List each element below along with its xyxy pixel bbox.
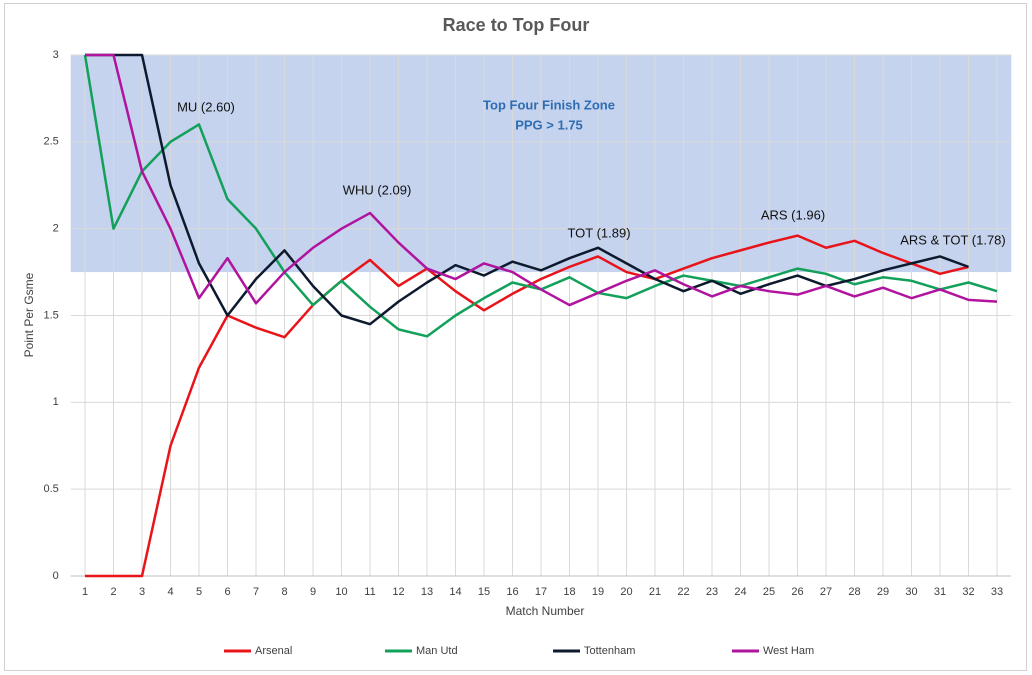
zone-label: PPG > 1.75 (515, 117, 583, 132)
x-tick-label: 31 (934, 586, 946, 598)
x-tick-label: 20 (620, 586, 632, 598)
x-tick-label: 13 (421, 586, 433, 598)
y-tick-label: 1.5 (43, 309, 58, 321)
legend-label: West Ham (763, 645, 814, 657)
x-tick-label: 29 (877, 586, 889, 598)
series-line (85, 53, 969, 326)
x-tick-label: 33 (991, 586, 1003, 598)
x-tick-label: 2 (110, 586, 116, 598)
legend-label: Man Utd (416, 645, 458, 657)
legend-label: Tottenham (584, 645, 635, 657)
x-tick-label: 11 (364, 586, 375, 598)
y-tick-label: 0.5 (43, 483, 58, 495)
x-axis-label: Match Number (506, 604, 585, 618)
x-tick-label: 9 (310, 586, 316, 598)
annotation: WHU (2.09) (343, 182, 412, 197)
x-tick-label: 23 (706, 586, 718, 598)
x-tick-label: 24 (734, 586, 746, 598)
y-tick-label: 2 (53, 223, 59, 235)
x-tick-label: 5 (196, 586, 202, 598)
legend-label: Arsenal (255, 645, 292, 657)
annotation: ARS (1.96) (761, 207, 825, 222)
x-tick-label: 8 (281, 586, 287, 598)
x-tick-label: 32 (962, 586, 974, 598)
x-tick-label: 18 (563, 586, 575, 598)
y-tick-label: 0 (53, 570, 59, 582)
x-tick-label: 1 (82, 586, 88, 598)
y-tick-label: 3 (53, 49, 59, 61)
x-tick-label: 25 (763, 586, 775, 598)
x-tick-label: 19 (592, 586, 604, 598)
zone-label: Top Four Finish Zone (483, 97, 615, 112)
chart-title: Race to Top Four (443, 15, 590, 35)
x-tick-label: 3 (139, 586, 145, 598)
x-tick-label: 12 (392, 586, 404, 598)
x-tick-label: 7 (253, 586, 259, 598)
annotation: TOT (1.89) (567, 225, 630, 240)
x-tick-label: 28 (848, 586, 860, 598)
y-tick-label: 1 (53, 396, 59, 408)
x-tick-label: 22 (677, 586, 689, 598)
series-line (85, 53, 998, 307)
annotation: MU (2.60) (177, 99, 235, 114)
x-tick-label: 6 (224, 586, 230, 598)
x-tick-label: 21 (649, 586, 661, 598)
y-axis-label: Point Per Gsme (22, 272, 36, 357)
annotation: ARS & TOT (1.78) (900, 232, 1006, 247)
x-tick-label: 16 (506, 586, 518, 598)
x-tick-label: 15 (478, 586, 490, 598)
x-tick-label: 10 (335, 586, 347, 598)
x-tick-label: 30 (905, 586, 917, 598)
x-tick-label: 17 (535, 586, 547, 598)
x-tick-label: 4 (167, 586, 173, 598)
x-tick-label: 26 (791, 586, 803, 598)
x-tick-label: 27 (820, 586, 832, 598)
y-tick-label: 2.5 (43, 136, 58, 148)
x-tick-label: 14 (449, 586, 461, 598)
